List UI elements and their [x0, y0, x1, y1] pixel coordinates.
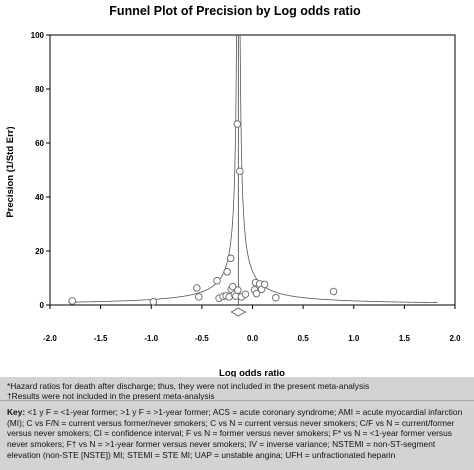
x-tick-label: 0.5	[298, 334, 310, 343]
study-point	[223, 268, 231, 276]
study-point	[68, 297, 77, 305]
x-tick-label: -1.0	[144, 334, 158, 343]
footnote-hazard: *Hazard ratios for death after discharge…	[7, 381, 370, 391]
x-tick-label: 2.0	[449, 334, 461, 343]
study-point	[260, 280, 269, 289]
key-label: Key:	[7, 407, 26, 417]
study-point	[252, 289, 261, 298]
key-paragraph: Key: <1 y F = <1-year former; >1 y F = >…	[7, 407, 469, 461]
x-tick-label: -2.0	[43, 334, 57, 343]
study-point	[213, 276, 221, 285]
study-point	[329, 287, 338, 296]
x-tick-label: -1.5	[94, 334, 108, 343]
summary-diamond	[230, 307, 247, 317]
study-point	[236, 167, 244, 176]
study-point	[193, 284, 201, 292]
footnote-results: †Results were not included in the presen…	[7, 391, 215, 401]
study-point	[234, 286, 242, 294]
chart-title: Funnel Plot of Precision by Log odds rat…	[109, 4, 361, 18]
key-divider	[0, 400, 474, 401]
y-tick-label: 20	[35, 247, 44, 256]
study-point	[229, 282, 237, 291]
x-tick-label: -0.5	[195, 334, 209, 343]
x-axis-label: Log odds ratio	[219, 368, 285, 377]
y-tick-label: 40	[35, 193, 44, 202]
x-tick-label: 0.0	[247, 334, 259, 343]
y-tick-label: 60	[35, 139, 44, 148]
plot-frame	[49, 34, 456, 306]
y-tick-label: 0	[40, 301, 45, 310]
funnel-right-curve	[239, 34, 438, 303]
y-axis-label: Precision (1/Std Err)	[5, 126, 16, 217]
study-point	[272, 293, 280, 302]
key-box	[0, 377, 474, 470]
funnel-plot: Funnel Plot of Precision by Log odds rat…	[5, 4, 461, 377]
study-point	[195, 293, 203, 301]
key-text: <1 y F = <1-year former; >1 y F = >1-yea…	[7, 407, 463, 460]
study-point	[233, 120, 242, 128]
study-point	[226, 254, 235, 263]
study-point	[241, 290, 250, 298]
y-tick-label: 100	[31, 31, 45, 40]
x-tick-label: 1.5	[399, 334, 411, 343]
x-tick-label: 1.0	[348, 334, 360, 343]
funnel-left-curve	[68, 34, 237, 303]
plot-area: 0 20 40 60 80 100 -2.0 -1.5 -1.0 -0.5 0.0 0.5 1.0 1.5…	[31, 31, 461, 343]
y-tick-label: 80	[35, 85, 44, 94]
study-point	[149, 298, 158, 306]
